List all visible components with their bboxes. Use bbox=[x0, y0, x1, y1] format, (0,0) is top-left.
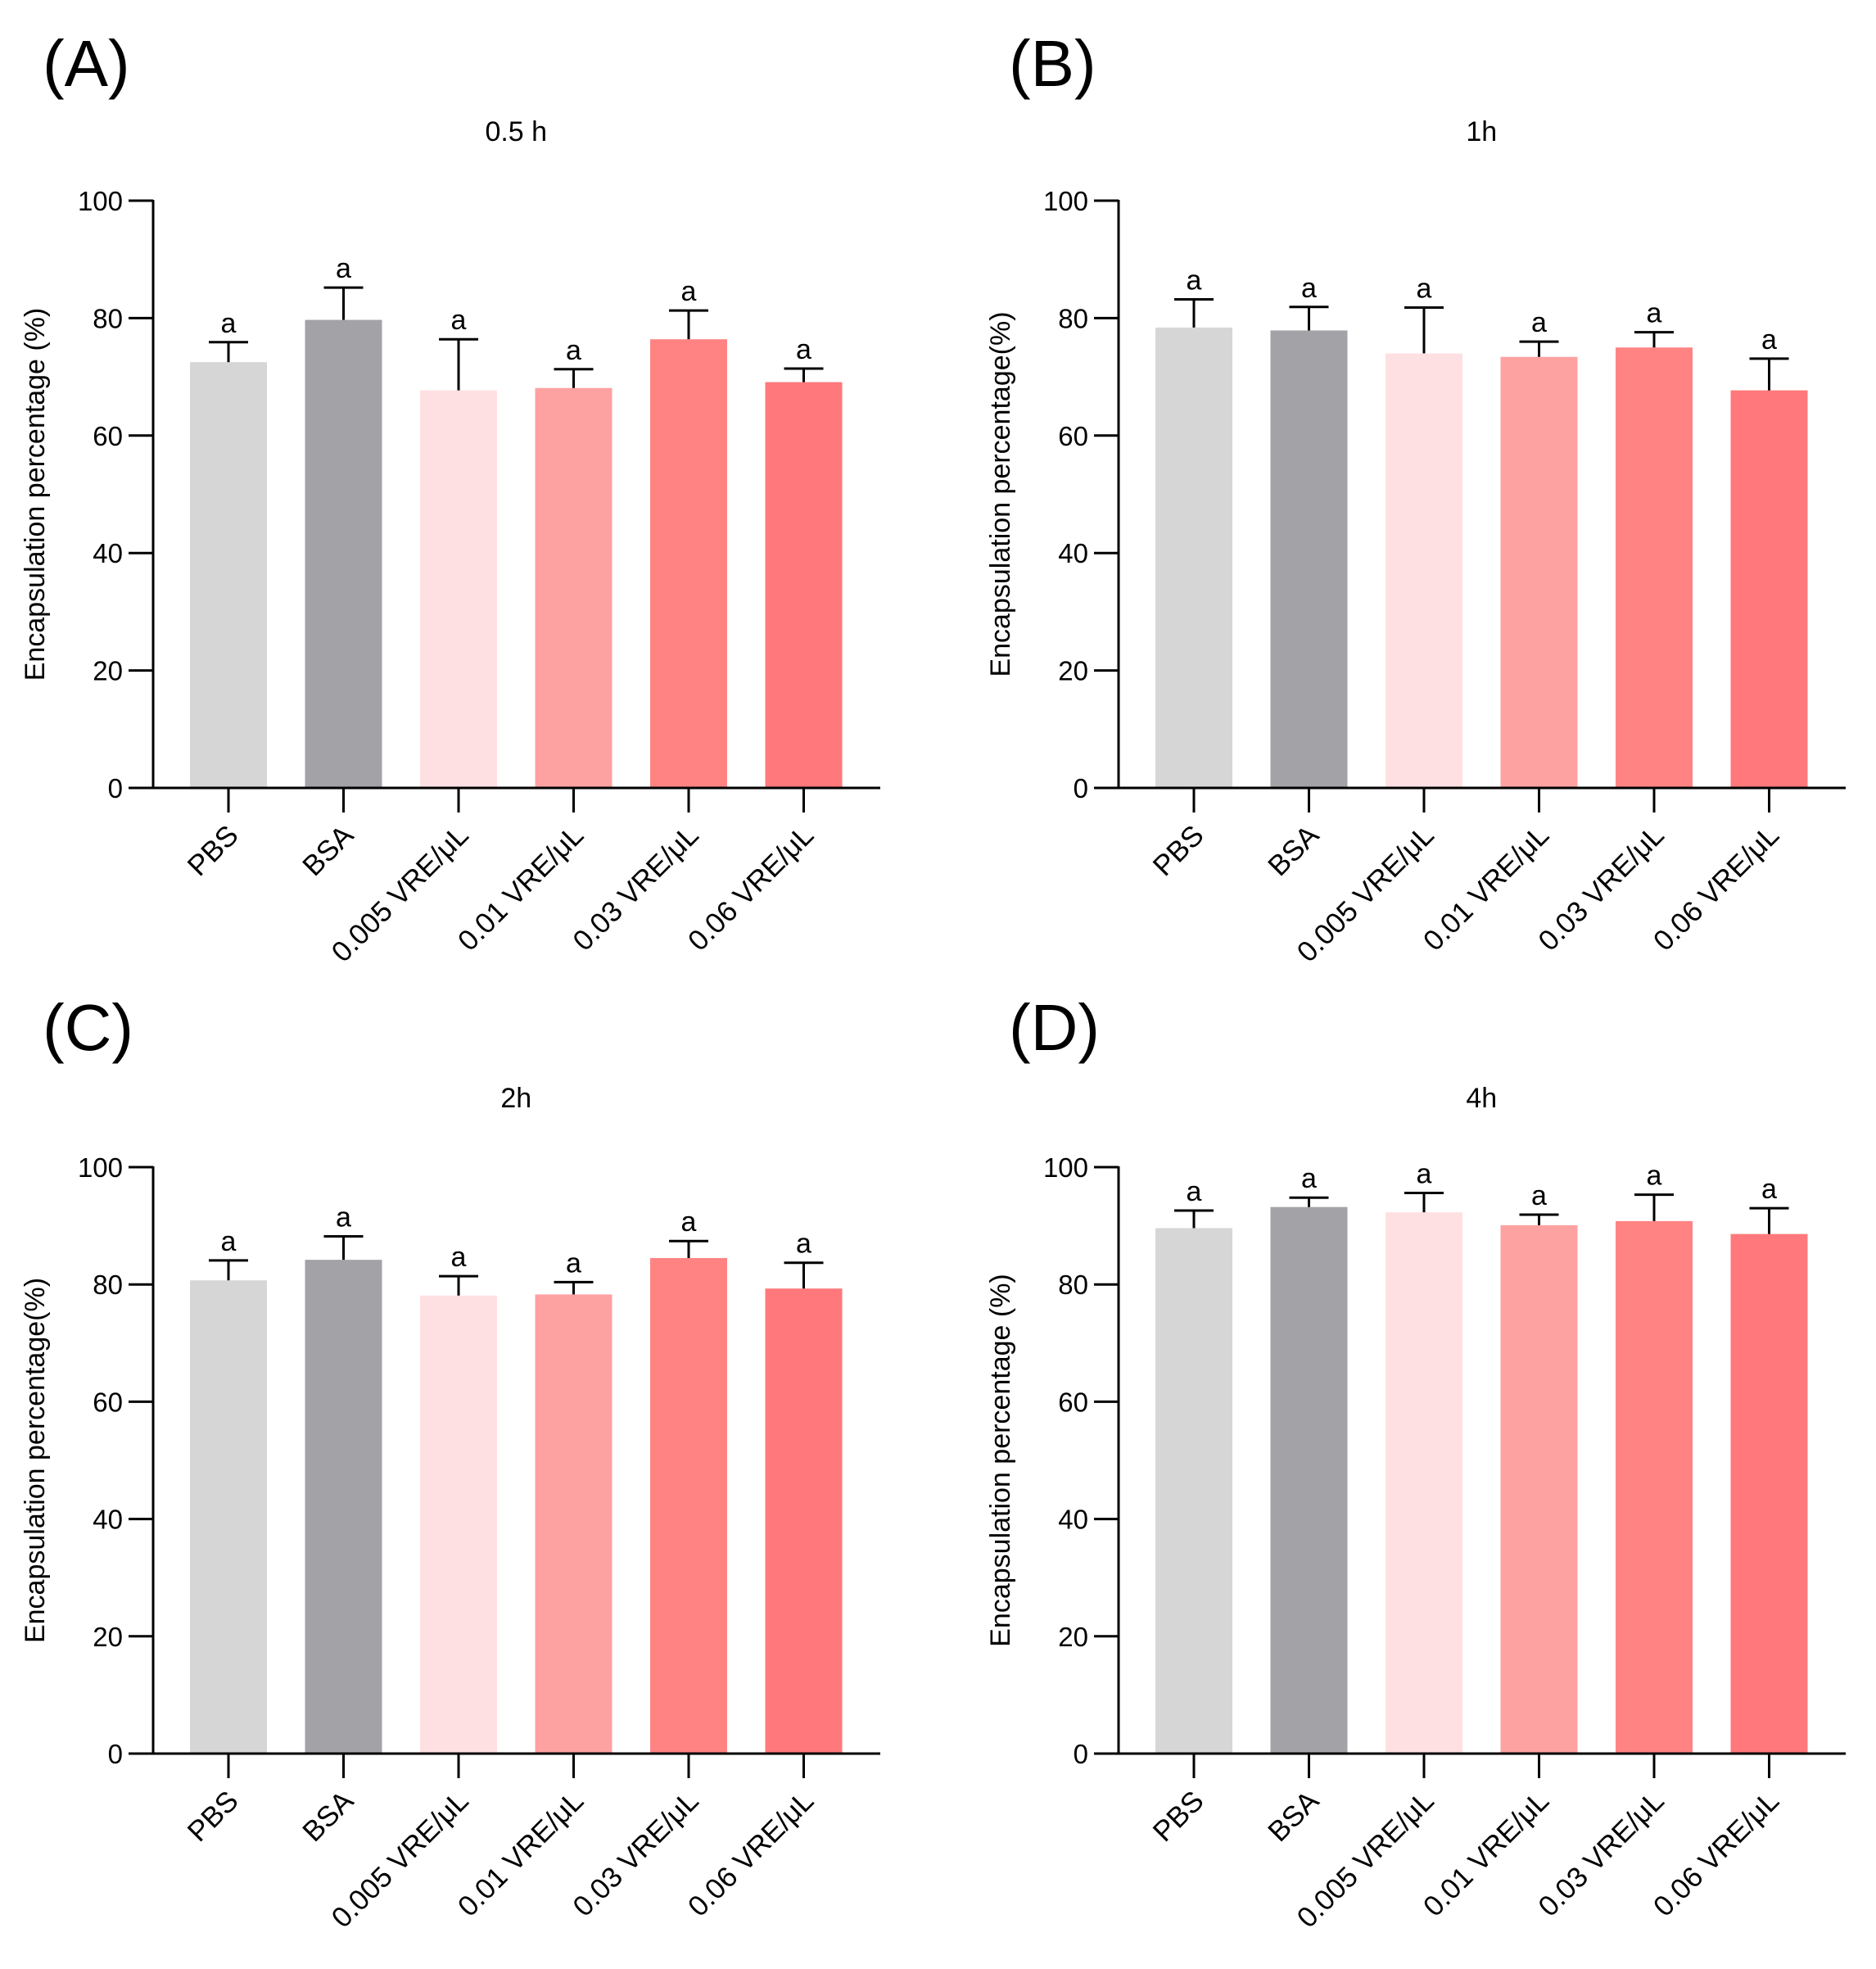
bar bbox=[305, 1260, 382, 1754]
x-tick-label: PBS bbox=[182, 1785, 245, 1848]
significance-label: a bbox=[1761, 324, 1777, 355]
y-tick-label: 40 bbox=[93, 538, 123, 568]
y-tick-label: 40 bbox=[1058, 1505, 1088, 1535]
significance-label: a bbox=[1531, 307, 1547, 338]
y-tick-label: 40 bbox=[1058, 538, 1088, 568]
bar bbox=[1616, 347, 1693, 788]
x-tick-label: PBS bbox=[1147, 819, 1210, 882]
y-tick-label: 100 bbox=[1043, 186, 1088, 216]
bar bbox=[535, 1294, 613, 1754]
panel-letter: (B) bbox=[1009, 27, 1096, 100]
bar bbox=[1386, 1212, 1462, 1754]
significance-label: a bbox=[336, 1202, 351, 1233]
x-tick-label: PBS bbox=[1147, 1785, 1210, 1848]
x-tick-label: BSA bbox=[296, 819, 360, 883]
y-tick-label: 80 bbox=[1058, 1270, 1088, 1300]
panel-letter: (D) bbox=[1009, 991, 1100, 1064]
significance-label: a bbox=[796, 334, 811, 365]
significance-label: a bbox=[336, 253, 351, 284]
y-tick-label: 0 bbox=[108, 773, 123, 803]
significance-label: a bbox=[1301, 1163, 1317, 1194]
bar bbox=[765, 1288, 843, 1754]
bar bbox=[190, 362, 267, 788]
y-tick-label: 20 bbox=[93, 1622, 123, 1652]
y-tick-label: 0 bbox=[1074, 1739, 1088, 1769]
chart-panel-c: (C) 2h Encapsulation percentage(%) a PBS a BSA… bbox=[20, 991, 880, 1934]
significance-label: a bbox=[221, 308, 237, 339]
y-tick-label: 40 bbox=[93, 1505, 123, 1535]
significance-label: a bbox=[1417, 273, 1432, 304]
significance-label: a bbox=[796, 1229, 811, 1260]
significance-label: a bbox=[1301, 273, 1317, 304]
significance-label: a bbox=[1647, 1161, 1662, 1192]
significance-label: a bbox=[1531, 1180, 1547, 1211]
bar bbox=[1270, 330, 1348, 788]
bar bbox=[1616, 1220, 1693, 1754]
y-tick-label: 100 bbox=[78, 186, 123, 216]
significance-label: a bbox=[1417, 1159, 1432, 1190]
bar bbox=[420, 390, 497, 788]
significance-label: a bbox=[221, 1226, 237, 1257]
y-axis-label: Encapsulation percentage(%) bbox=[20, 1278, 51, 1643]
panel-letter: (C) bbox=[43, 991, 133, 1064]
y-tick-label: 80 bbox=[93, 1270, 123, 1300]
bar bbox=[190, 1280, 267, 1754]
significance-label: a bbox=[1647, 298, 1662, 329]
chart-panel-b: (B) 1h Encapsulation percentage(%) a PBS a BSA… bbox=[985, 27, 1846, 968]
significance-label: a bbox=[1187, 265, 1202, 296]
y-tick-label: 20 bbox=[1058, 1622, 1088, 1652]
panel-letter: (A) bbox=[43, 27, 130, 100]
bar bbox=[420, 1295, 497, 1754]
significance-label: a bbox=[1761, 1174, 1777, 1205]
y-tick-label: 20 bbox=[1058, 656, 1088, 686]
y-tick-label: 60 bbox=[1058, 1387, 1088, 1417]
y-tick-label: 100 bbox=[1043, 1152, 1088, 1183]
y-tick-label: 0 bbox=[1074, 773, 1088, 803]
bar bbox=[1386, 353, 1462, 788]
chart-panel-d: (D) 4h Encapsulation percentage (%) a PBS a BS… bbox=[985, 991, 1846, 1934]
chart-title: 2h bbox=[500, 1083, 531, 1114]
bar bbox=[1155, 327, 1232, 788]
significance-label: a bbox=[1187, 1176, 1202, 1207]
bar bbox=[650, 339, 727, 788]
significance-label: a bbox=[566, 1247, 581, 1279]
y-tick-label: 20 bbox=[93, 656, 123, 686]
y-axis-label: Encapsulation percentage(%) bbox=[985, 311, 1016, 677]
x-tick-label: BSA bbox=[1262, 1785, 1326, 1849]
significance-label: a bbox=[681, 276, 697, 307]
bar bbox=[765, 382, 843, 788]
y-tick-label: 80 bbox=[1058, 303, 1088, 333]
significance-label: a bbox=[451, 305, 467, 336]
bar bbox=[1500, 356, 1578, 788]
chart-panel-a: (A) 0.5 h Encapsulation percentage (%) a PBS… bbox=[20, 27, 880, 968]
bar bbox=[1730, 390, 1808, 788]
bar bbox=[535, 387, 613, 788]
chart-title: 0.5 h bbox=[485, 116, 547, 147]
bar bbox=[1500, 1224, 1578, 1754]
significance-label: a bbox=[451, 1242, 467, 1273]
x-tick-label: BSA bbox=[1262, 819, 1326, 883]
y-tick-label: 60 bbox=[93, 421, 123, 451]
significance-label: a bbox=[681, 1206, 697, 1238]
y-axis-label: Encapsulation percentage (%) bbox=[985, 1274, 1016, 1647]
chart-title: 4h bbox=[1466, 1083, 1497, 1114]
x-tick-label: BSA bbox=[296, 1785, 360, 1849]
bar bbox=[1270, 1206, 1348, 1754]
y-tick-label: 60 bbox=[1058, 421, 1088, 451]
bar bbox=[1155, 1228, 1232, 1754]
y-tick-label: 80 bbox=[93, 303, 123, 333]
chart-title: 1h bbox=[1466, 116, 1497, 147]
bar bbox=[1730, 1233, 1808, 1754]
bar bbox=[305, 319, 382, 788]
y-tick-label: 0 bbox=[108, 1739, 123, 1769]
x-tick-label: PBS bbox=[182, 819, 245, 882]
y-tick-label: 100 bbox=[78, 1152, 123, 1183]
y-tick-label: 60 bbox=[93, 1387, 123, 1417]
bar bbox=[650, 1257, 727, 1754]
y-axis-label: Encapsulation percentage (%) bbox=[20, 308, 51, 681]
significance-label: a bbox=[566, 335, 581, 366]
